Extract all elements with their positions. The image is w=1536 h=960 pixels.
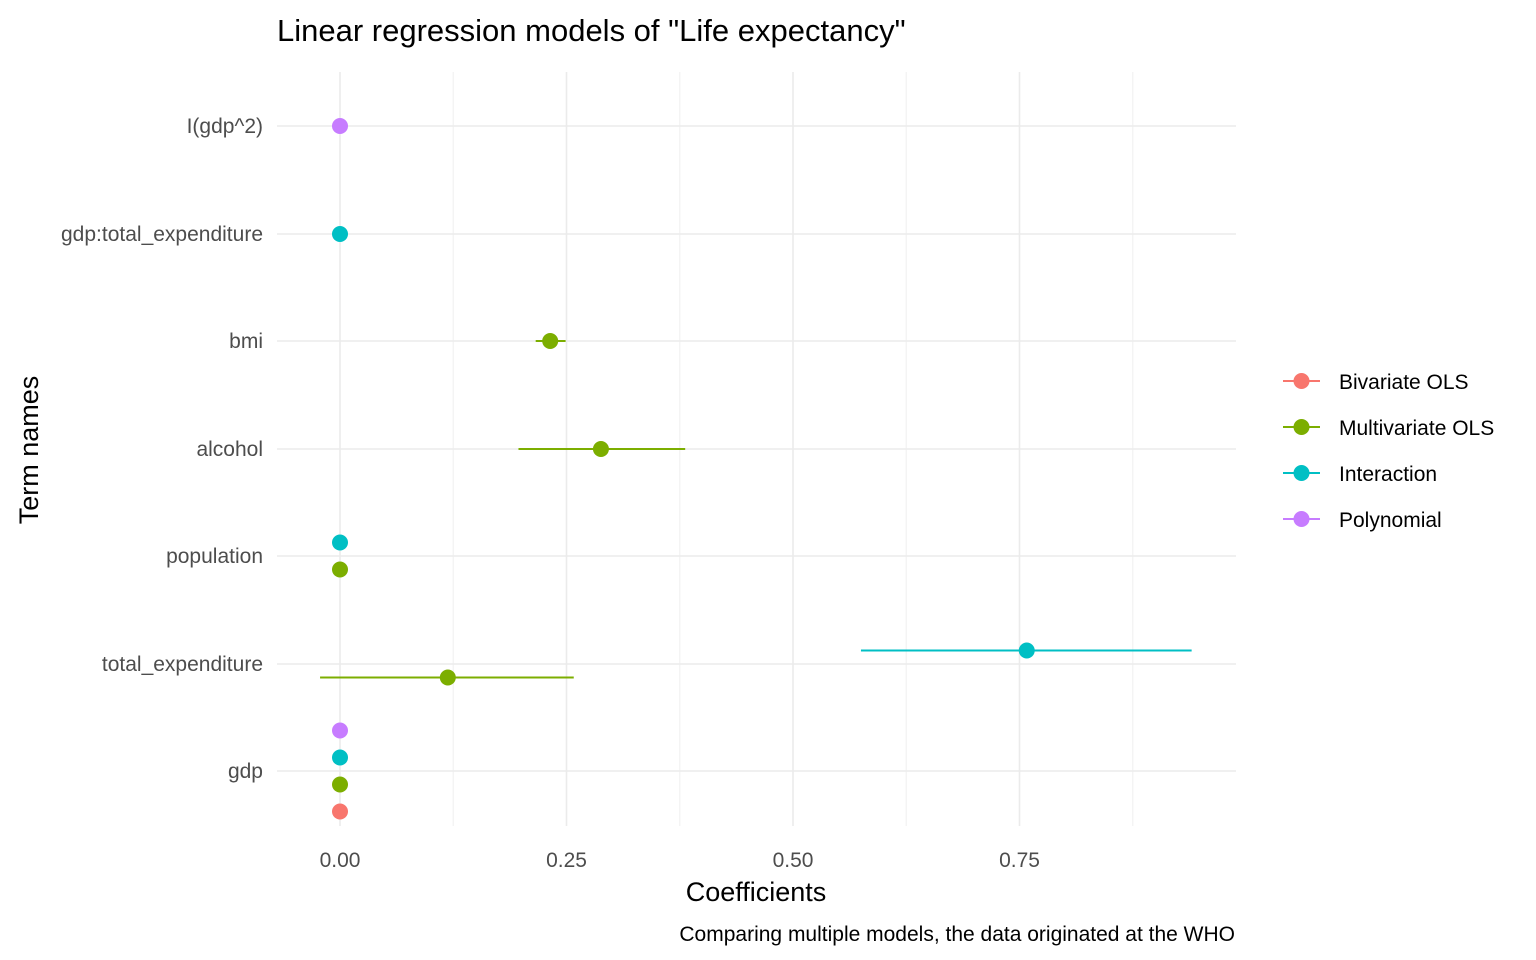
coefficient-point — [332, 803, 348, 820]
legend-label: Polynomial — [1339, 509, 1442, 532]
x-tick-label: 0.75 — [999, 849, 1040, 872]
coefficient-point — [542, 333, 559, 349]
x-axis-label: Coefficients — [686, 877, 827, 907]
data-marks — [320, 118, 1192, 820]
legend-item: Multivariate OLS — [1283, 417, 1494, 440]
x-tick-label: 0.25 — [546, 849, 587, 872]
x-tick-label: 0.00 — [320, 849, 361, 872]
coefficient-point — [439, 669, 456, 686]
legend: Bivariate OLS Multivariate OLS Interaction… — [1283, 371, 1494, 532]
y-tick-label: population — [166, 545, 263, 568]
grid — [277, 72, 1236, 826]
y-tick-label: gdp — [228, 760, 263, 783]
chart-title: Linear regression models of "Life expect… — [277, 13, 906, 48]
y-tick-label: gdp:total_expenditure — [61, 223, 263, 246]
coefficient-point — [332, 534, 348, 551]
coefficient-point — [332, 722, 348, 739]
legend-label: Interaction — [1339, 463, 1437, 486]
legend-key-point — [1293, 419, 1310, 435]
y-tick-label: total_expenditure — [102, 653, 263, 676]
y-tick-label: alcohol — [196, 438, 263, 461]
y-tick-label: I(gdp^2) — [187, 115, 263, 138]
legend-item: Polynomial — [1283, 509, 1442, 532]
coefficient-point — [592, 441, 609, 457]
coefficient-point — [332, 749, 348, 766]
coefficient-point — [332, 118, 348, 134]
legend-item: Bivariate OLS — [1283, 371, 1469, 394]
chart-caption: Comparing multiple models, the data orig… — [679, 923, 1235, 946]
legend-key-point — [1293, 511, 1310, 527]
coefficient-point — [332, 561, 348, 578]
x-tick-label: 0.50 — [773, 849, 814, 872]
legend-label: Multivariate OLS — [1339, 417, 1494, 440]
coefficient-point — [332, 226, 348, 242]
legend-item: Interaction — [1283, 463, 1437, 486]
y-axis-label: Term names — [14, 376, 44, 525]
y-axis-ticks: gdp total_expenditure population alcohol bmi… — [61, 115, 263, 783]
x-axis-ticks: 0.00 0.25 0.50 0.75 — [320, 849, 1040, 872]
legend-key-point — [1293, 373, 1310, 389]
y-tick-label: bmi — [229, 330, 263, 353]
coefficient-point — [332, 776, 348, 793]
coefficient-point — [1018, 642, 1035, 659]
legend-key-point — [1293, 465, 1310, 481]
legend-label: Bivariate OLS — [1339, 371, 1469, 394]
